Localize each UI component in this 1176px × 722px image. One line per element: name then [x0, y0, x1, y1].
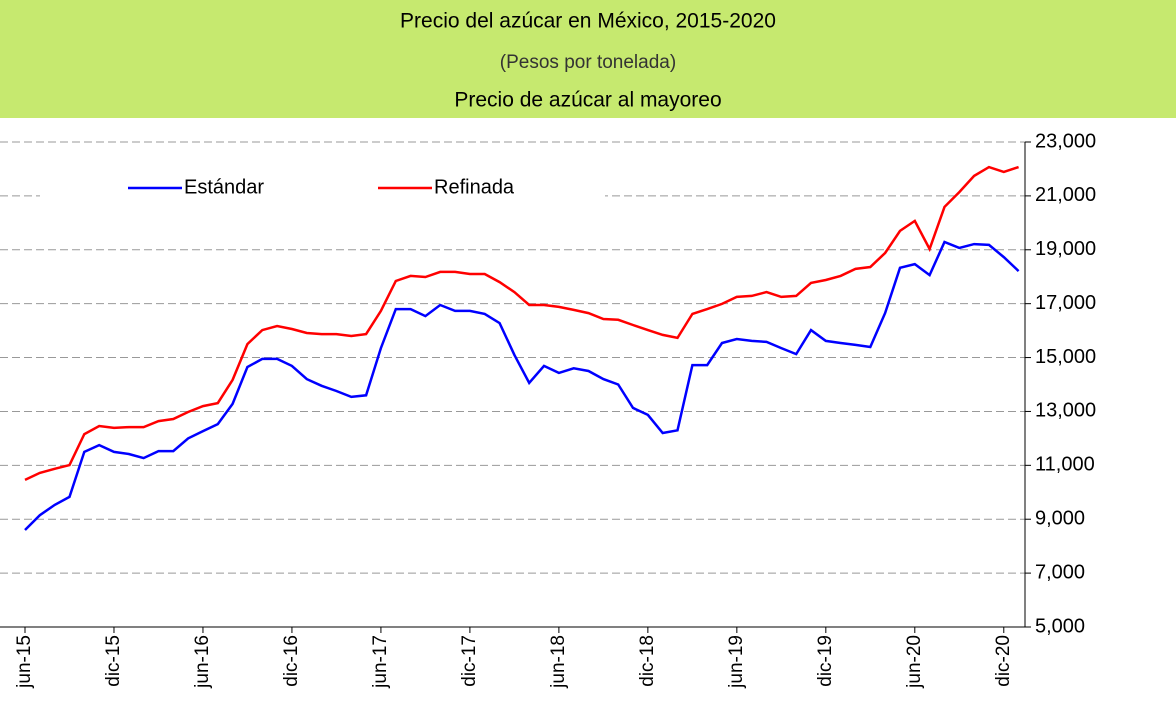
- header-band: [0, 0, 1176, 118]
- legend-box: [40, 170, 605, 206]
- x-tick-label: jun-18: [548, 635, 569, 689]
- y-tick-label: 15,000: [1035, 346, 1096, 368]
- x-tick-label: dic-16: [281, 635, 302, 687]
- y-tick-label: 11,000: [1035, 454, 1095, 476]
- y-tick-label: 19,000: [1035, 238, 1096, 260]
- line-series: [24, 165, 1019, 482]
- x-tick-label: jun-20: [904, 635, 925, 689]
- y-tick-label: 13,000: [1035, 400, 1096, 422]
- x-tick-label: dic-17: [459, 635, 480, 687]
- legend-label: Refinada: [434, 176, 515, 198]
- x-tick-label: jun-16: [192, 635, 213, 689]
- y-tick-label: 23,000: [1035, 130, 1096, 152]
- x-tick-label: jun-19: [726, 635, 747, 689]
- y-tick-label: 21,000: [1035, 184, 1096, 206]
- x-tick-label: dic-20: [993, 635, 1014, 687]
- x-tick-label: jun-17: [370, 635, 391, 689]
- chart-subtitle: (Pesos por tonelada): [500, 52, 676, 73]
- chart-title: Precio del azúcar en México, 2015-2020: [400, 10, 776, 33]
- y-tick-label: 7,000: [1035, 561, 1085, 583]
- x-tick-label: dic-19: [815, 635, 836, 687]
- chart-heading: Precio de azúcar al mayoreo: [454, 89, 721, 112]
- y-tick-label: 9,000: [1035, 508, 1085, 530]
- line-series: [24, 240, 1020, 531]
- x-tick-label: jun-15: [14, 635, 35, 689]
- y-tick-label: 17,000: [1035, 292, 1096, 314]
- y-tick-label: 5,000: [1035, 615, 1085, 637]
- x-tick-label: dic-18: [637, 635, 658, 687]
- x-tick-label: dic-15: [103, 635, 124, 687]
- legend-label: Estándar: [184, 176, 264, 198]
